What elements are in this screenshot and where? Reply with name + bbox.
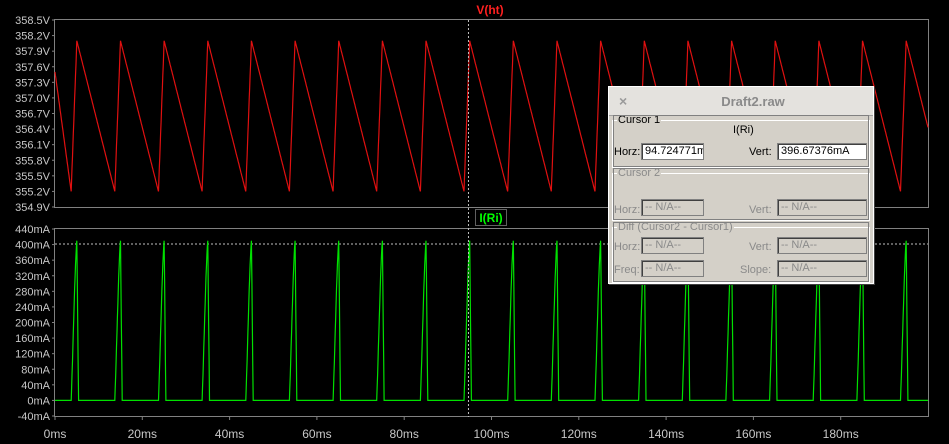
x-tick-label: 60ms (302, 427, 331, 441)
x-tick-label: 20ms (128, 427, 157, 441)
x-tick-label: 180ms (823, 427, 859, 441)
i-ri-trace (55, 240, 928, 401)
top-trace-label[interactable]: V(ht) (476, 3, 503, 17)
bottom-y-tick-label: 120mA (15, 349, 51, 361)
cursor1-trace-name: I(Ri) (733, 124, 754, 136)
cursor2-vert-label: Vert: (749, 204, 772, 216)
top-y-tick-label: 356.7V (15, 109, 51, 121)
bottom-y-tick-label: 400mA (15, 240, 51, 252)
top-y-tick-label: 355.8V (15, 155, 51, 167)
top-y-tick-label: 354.9V (15, 202, 51, 214)
bottom-y-tick-label: 320mA (15, 271, 51, 283)
diff-horz-label: Horz: (614, 241, 641, 253)
x-tick-label: 80ms (390, 427, 419, 441)
bottom-y-tick-label: 160mA (15, 333, 51, 345)
top-y-tick-label: 358.2V (15, 31, 51, 43)
diff-freq-field: -- N/A-- (641, 260, 704, 277)
top-y-tick-label: 357.0V (15, 93, 51, 105)
top-y-tick-label: 355.5V (15, 171, 51, 183)
x-tick-label: 160ms (735, 427, 771, 441)
top-y-tick-label: 357.3V (15, 77, 51, 89)
diff-slope-field: -- N/A-- (777, 260, 867, 277)
bottom-y-tick-label: 0mA (27, 395, 50, 407)
cursor2-group: Cursor 2 (612, 167, 870, 221)
top-y-tick-label: 358.5V (15, 15, 51, 27)
cursor2-horz-label: Horz: (614, 204, 641, 216)
cursor1-horz-label: Horz: (614, 146, 641, 158)
bottom-y-tick-label: 360mA (15, 255, 51, 267)
cursor2-horz-field: -- N/A-- (641, 199, 704, 216)
cursor2-vert-field: -- N/A-- (777, 199, 867, 216)
x-tick-label: 120ms (561, 427, 597, 441)
x-tick-label: 0ms (44, 427, 67, 441)
x-tick-label: 100ms (473, 427, 509, 441)
x-tick-label: 140ms (648, 427, 684, 441)
diff-vert-field: -- N/A-- (777, 237, 867, 254)
top-y-tick-label: 356.1V (15, 140, 51, 152)
v-ht-trace (54, 40, 929, 192)
cursor1-vert-field[interactable]: 396.67376mA (777, 143, 867, 160)
diff-horz-field: -- N/A-- (641, 237, 704, 254)
top-y-tick-label: 356.4V (15, 124, 51, 136)
cursor1-horz-field[interactable]: 94.724771ms (641, 143, 704, 160)
bottom-y-tick-label: 200mA (15, 318, 51, 330)
cursor1-legend: Cursor 1 (618, 114, 661, 126)
diff-group: Diff (Cursor2 - Cursor1) (612, 221, 870, 283)
top-y-tick-label: 355.2V (15, 186, 51, 198)
cursor2-legend: Cursor 2 (618, 167, 661, 179)
bottom-trace-label-box (475, 209, 507, 226)
dialog-titlebar[interactable]: × Draft2.raw (609, 87, 873, 116)
bottom-trace-label[interactable]: I(Ri) (479, 211, 502, 225)
diff-legend: Diff (Cursor2 - Cursor1) (618, 221, 733, 233)
diff-freq-label: Freq: (614, 264, 640, 276)
bottom-y-tick-label: -40mA (18, 411, 51, 423)
close-icon[interactable]: × (619, 93, 628, 109)
cursor1-vert-label: Vert: (749, 146, 772, 158)
bottom-y-tick-label: 40mA (21, 380, 50, 392)
diff-vert-label: Vert: (749, 241, 772, 253)
top-y-tick-label: 357.6V (15, 62, 51, 74)
top-y-tick-label: 357.9V (15, 46, 51, 58)
x-tick-label: 40ms (215, 427, 244, 441)
dialog-title: Draft2.raw (721, 94, 785, 109)
diff-slope-label: Slope: (740, 264, 772, 276)
bottom-y-tick-label: 80mA (21, 364, 50, 376)
bottom-y-tick-label: 240mA (15, 302, 51, 314)
bottom-y-tick-label: 440mA (15, 224, 51, 236)
cursor-dialog[interactable]: × Draft2.raw Cursor 1 I(Ri) Horz: 94.724… (608, 86, 874, 284)
bottom-y-tick-label: 280mA (15, 286, 51, 298)
